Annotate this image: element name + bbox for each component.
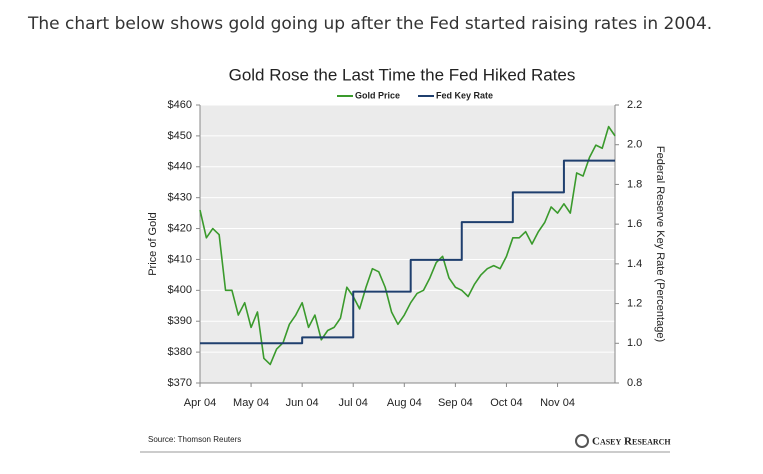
y2-tick-label: 1.2 (627, 297, 642, 309)
y2-tick-label: 2.2 (627, 99, 642, 111)
y2-axis-label: Federal Reserve Key Rate (Percentage) (654, 146, 666, 342)
y2-tick-label: 1.6 (627, 218, 642, 230)
y2-tick-label: 1.0 (627, 337, 642, 349)
y-tick-label: $370 (168, 377, 192, 389)
y-tick-label: $390 (168, 315, 192, 327)
x-tick-label: Apr 04 (184, 397, 216, 409)
x-tick-label: May 04 (233, 397, 269, 409)
y-tick-label: $380 (168, 346, 192, 358)
legend-label: Gold Price (355, 90, 400, 100)
y-tick-label: $440 (168, 161, 192, 173)
chart-title: Gold Rose the Last Time the Fed Hiked Ra… (229, 65, 576, 84)
x-tick-label: Aug 04 (387, 397, 422, 409)
y-tick-label: $420 (168, 222, 192, 234)
x-tick-label: Nov 04 (540, 397, 575, 409)
legend-label: Fed Key Rate (436, 90, 493, 100)
intro-text: The chart below shows gold going up afte… (28, 14, 713, 34)
logo: Casey Research (592, 436, 671, 448)
x-tick-label: Jul 04 (339, 397, 368, 409)
series-line (200, 159, 615, 345)
y2-tick-label: 1.8 (627, 178, 642, 190)
x-tick-label: Oct 04 (490, 397, 522, 409)
y-tick-label: $450 (168, 130, 192, 142)
y-tick-label: $410 (168, 253, 192, 265)
y2-tick-label: 1.4 (627, 258, 642, 270)
y-tick-label: $430 (168, 192, 192, 204)
y-tick-label: $460 (168, 99, 192, 111)
logo-icon (575, 434, 589, 448)
y2-tick-label: 0.8 (627, 377, 642, 389)
y2-tick-label: 2.0 (627, 139, 642, 151)
series-line (199, 125, 616, 366)
y-tick-label: $400 (168, 284, 192, 296)
x-tick-label: Sep 04 (438, 397, 473, 409)
plot-area (200, 105, 615, 383)
x-tick-label: Jun 04 (286, 397, 319, 409)
source: Source: Thomson Reuters (148, 435, 241, 444)
y-axis-label: Price of Gold (147, 212, 159, 276)
